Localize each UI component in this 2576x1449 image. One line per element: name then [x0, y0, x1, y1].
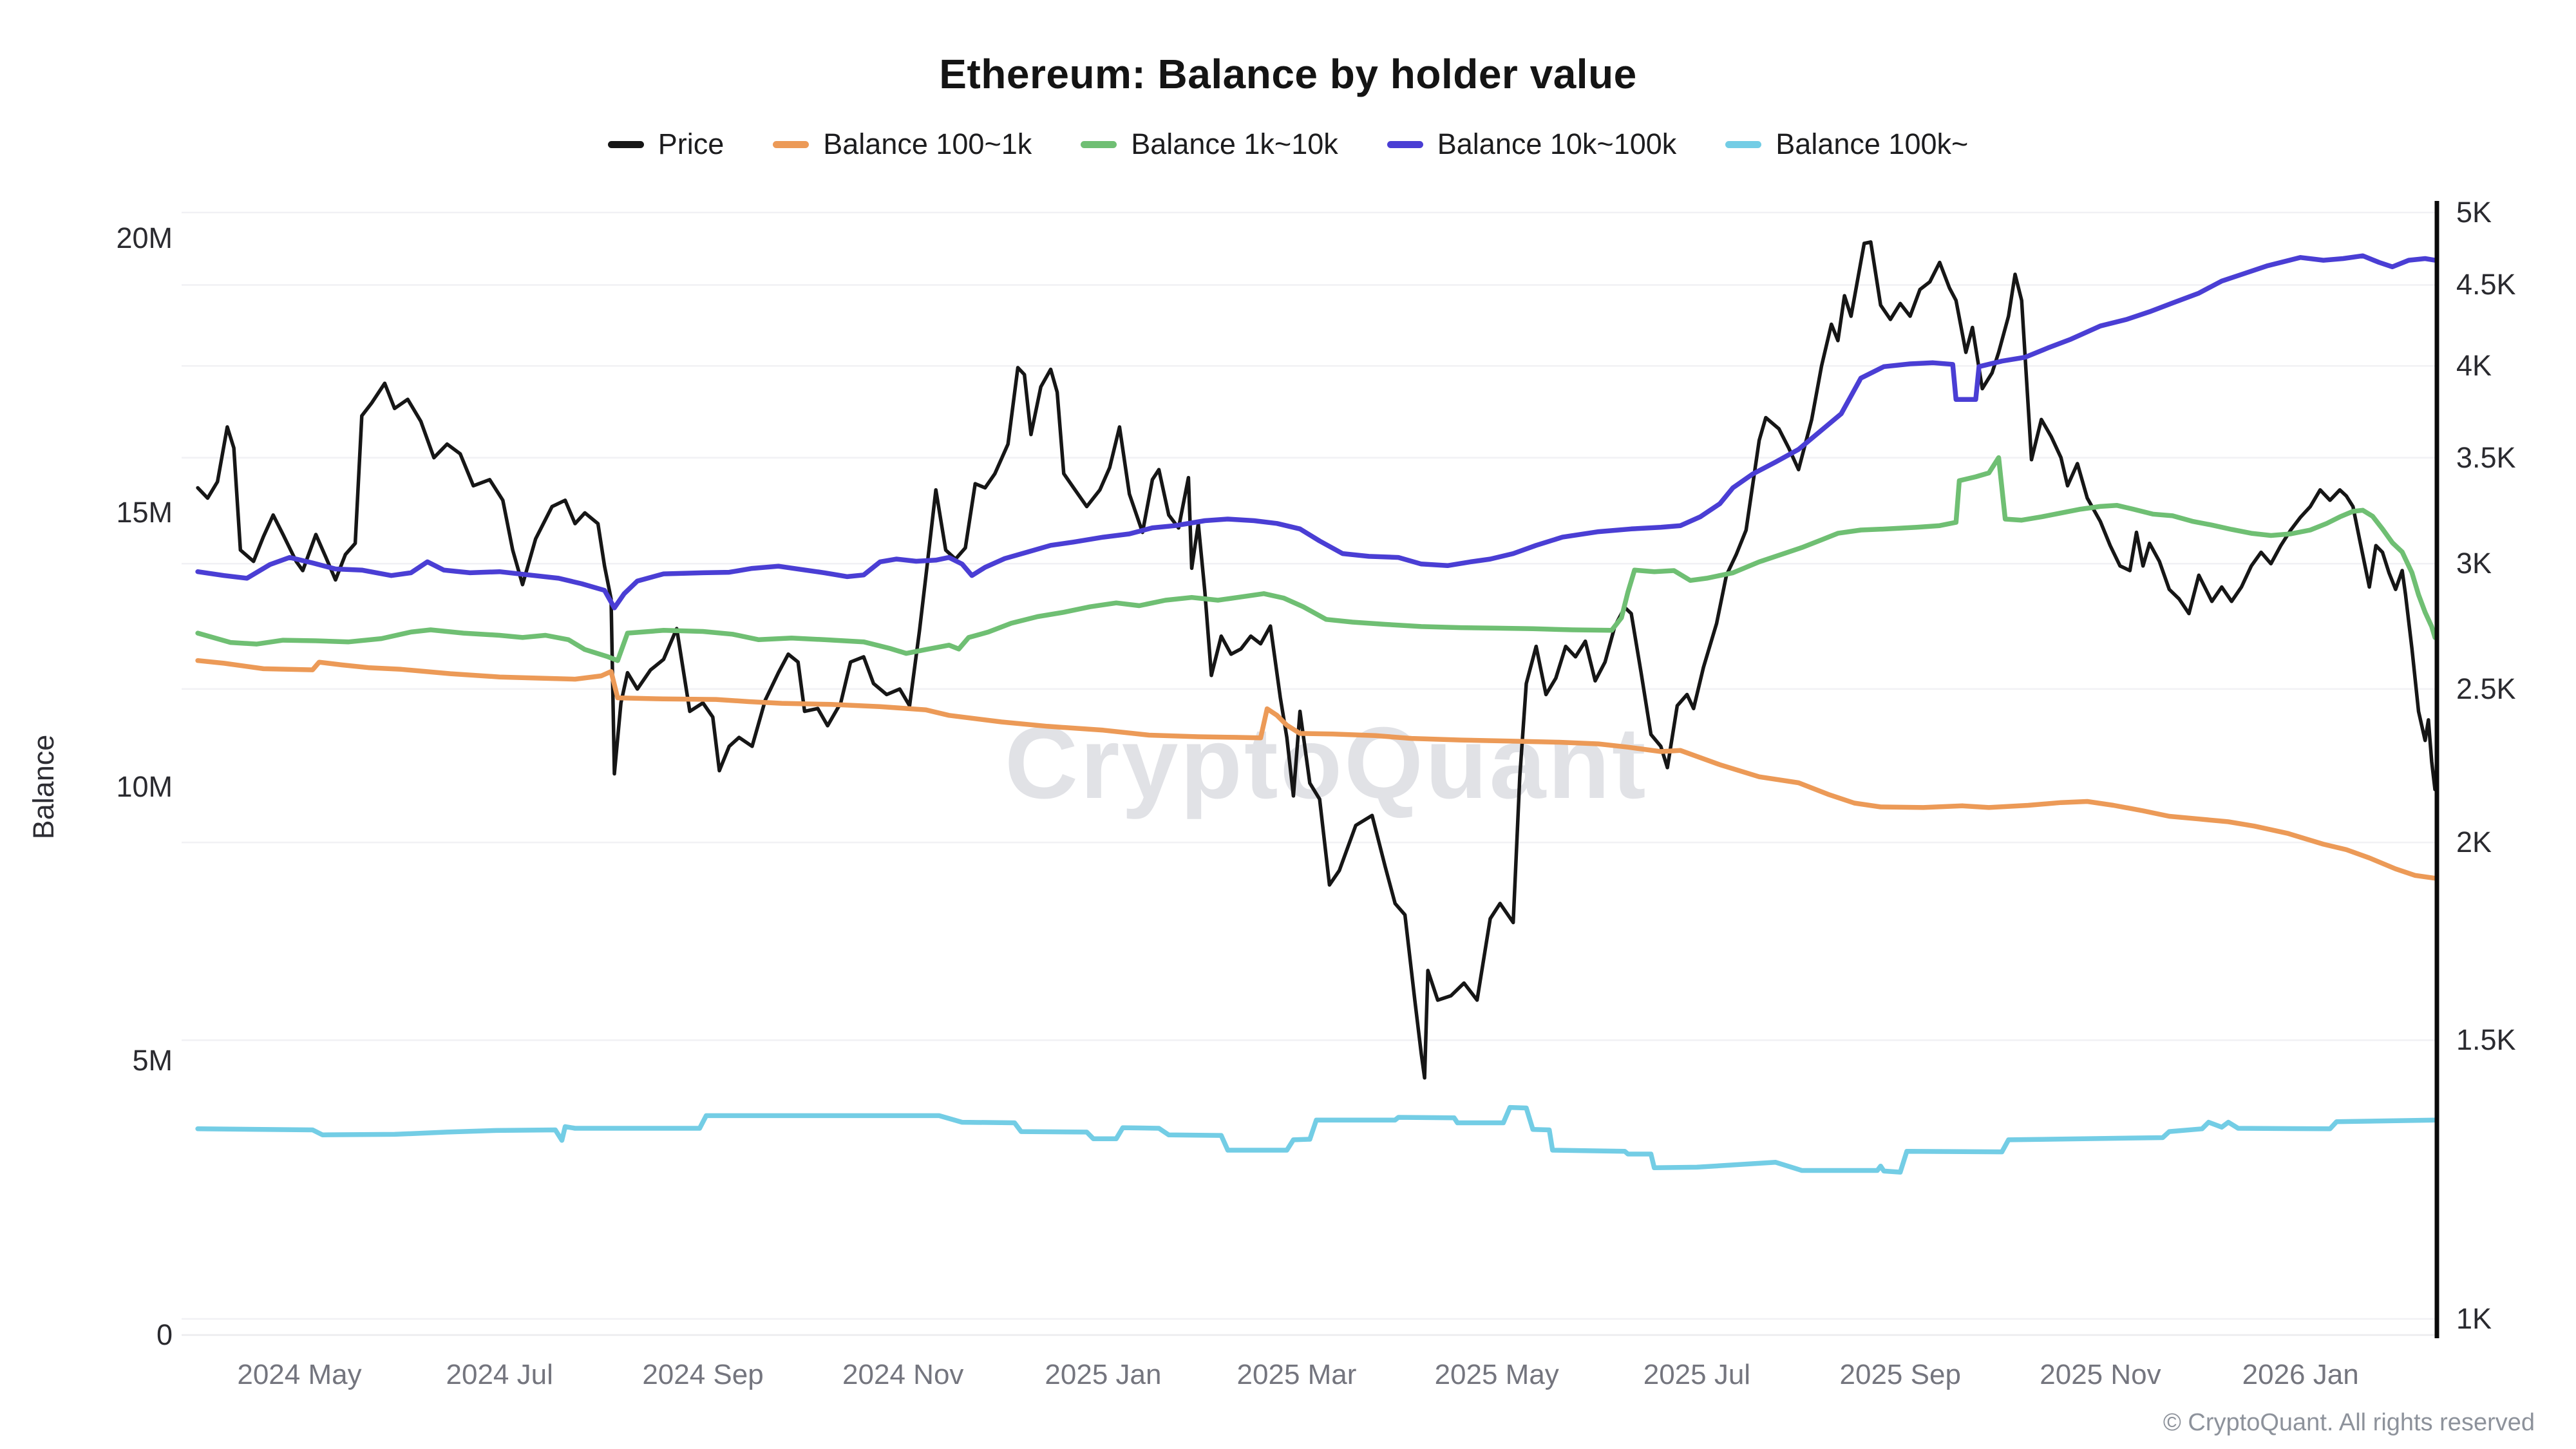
y-right-tick-2K: 2K: [2456, 826, 2492, 859]
y-right-tick-1.5K: 1.5K: [2456, 1023, 2516, 1057]
x-tick-2024-Sep: 2024 Sep: [642, 1359, 764, 1390]
y-right-tick-5K: 5K: [2456, 196, 2492, 229]
y-axis-title: Balance: [27, 734, 60, 840]
page-title: Ethereum: Balance by holder value: [939, 51, 1637, 97]
series-line-price[interactable]: [196, 240, 2437, 1080]
balance-10k-100k-swatch-icon: [1387, 140, 1423, 148]
legend-label: Price: [658, 128, 724, 160]
x-tick-2025-Mar: 2025 Mar: [1236, 1359, 1357, 1390]
legend-item-balance-10k-100k[interactable]: Balance 10k~100k: [1387, 128, 1677, 161]
x-tick-2025-May: 2025 May: [1434, 1359, 1559, 1390]
y-right-tick-2.5K: 2.5K: [2456, 672, 2516, 705]
y-left-tick-10M: 10M: [116, 770, 173, 803]
legend-item-balance-100-1k[interactable]: Balance 100~1k: [773, 128, 1032, 161]
series-line-balance-100-1k[interactable]: [195, 658, 2438, 881]
x-tick-2025-Jan: 2025 Jan: [1045, 1359, 1162, 1390]
copyright-notice: © CryptoQuant. All rights reserved: [2163, 1409, 2535, 1436]
legend-item-balance-1k-10k[interactable]: Balance 1k~10k: [1081, 128, 1338, 161]
y-right-tick-1K: 1K: [2456, 1302, 2492, 1335]
x-tick-2026-Jan: 2026 Jan: [2242, 1359, 2359, 1390]
x-tick-2025-Nov: 2025 Nov: [2040, 1359, 2161, 1390]
y-right-tick-3.5K: 3.5K: [2456, 440, 2516, 474]
legend-label: Balance 100~1k: [823, 128, 1032, 160]
series-line-balance-1k-10k[interactable]: [195, 455, 2438, 663]
y-left-tick-20M: 20M: [116, 222, 173, 254]
x-tick-2024-May: 2024 May: [237, 1359, 362, 1390]
y-left-tick-5M: 5M: [132, 1044, 173, 1077]
price-swatch-icon: [607, 140, 644, 148]
x-tick-2024-Nov: 2024 Nov: [842, 1359, 964, 1390]
legend-item-balance-100k-[interactable]: Balance 100k~: [1725, 128, 1968, 161]
y-right-tick-4.5K: 4.5K: [2456, 268, 2516, 301]
legend-label: Balance 10k~100k: [1437, 128, 1677, 160]
y-right-tick-3K: 3K: [2456, 547, 2492, 580]
balance-100-1k-swatch-icon: [773, 140, 810, 148]
y-left-tick-15M: 15M: [116, 495, 173, 529]
series-line-balance-100k-[interactable]: [195, 1104, 2438, 1175]
legend: Price Balance 100~1k Balance 1k~10k Balance…: [0, 128, 2576, 161]
y-left-tick-0: 0: [156, 1318, 173, 1351]
x-tick-2025-Jul: 2025 Jul: [1643, 1359, 1751, 1390]
x-tick-2024-Jul: 2024 Jul: [446, 1359, 553, 1390]
legend-label: Balance 1k~10k: [1131, 128, 1338, 160]
watermark: CryptoQuant: [1005, 706, 1648, 820]
y-right-tick-4K: 4K: [2456, 349, 2492, 383]
legend-item-price[interactable]: Price: [607, 128, 724, 161]
series-line-balance-10k-100k[interactable]: [195, 253, 2438, 611]
x-tick-2025-Sep: 2025 Sep: [1839, 1359, 1961, 1390]
balance-1k-10k-swatch-icon: [1081, 140, 1117, 148]
balance-100k--swatch-icon: [1725, 140, 1762, 148]
legend-label: Balance 100k~: [1776, 128, 1969, 160]
